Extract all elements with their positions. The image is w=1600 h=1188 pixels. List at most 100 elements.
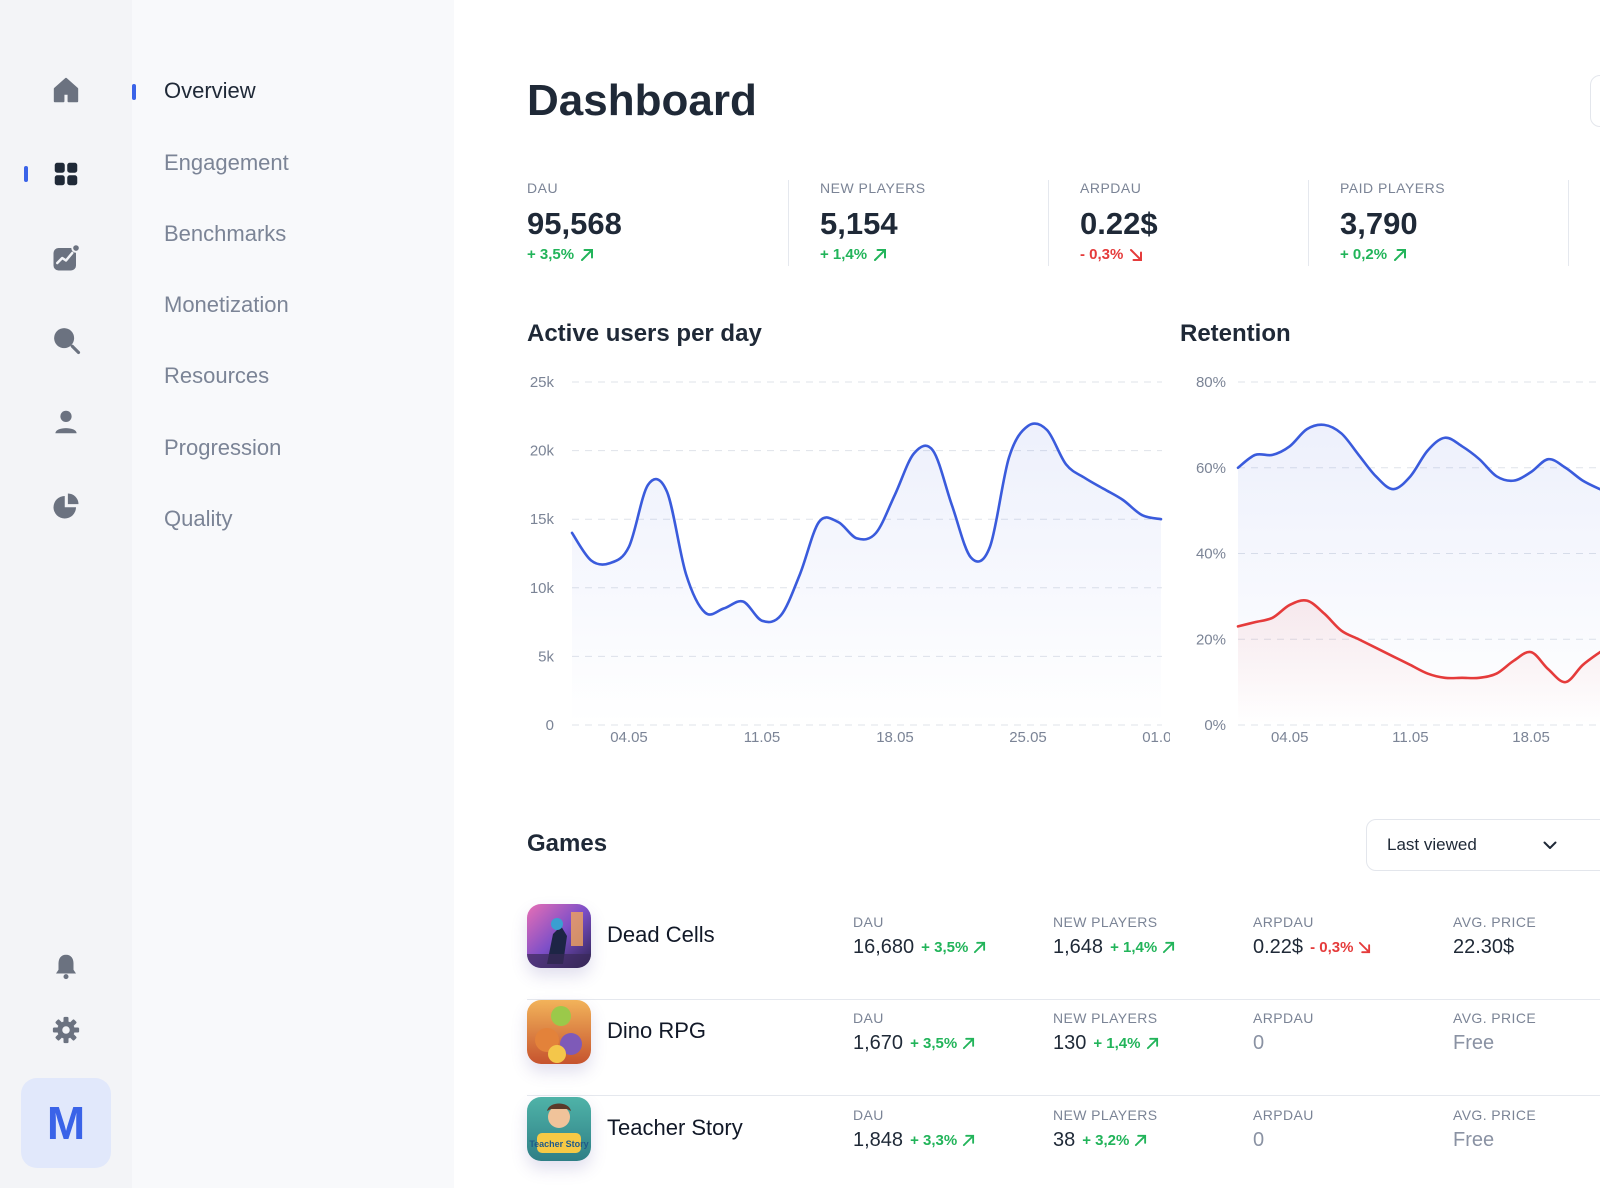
kpi-value: 3,790 bbox=[1340, 206, 1418, 241]
kpi-delta: + 1,4% bbox=[820, 246, 926, 263]
metric-delta: - 0,3% bbox=[1310, 939, 1371, 956]
game-row-dead-cells[interactable]: Dead Cells DAU 16,680 + 3,5% NEW PLAYERS… bbox=[527, 904, 1600, 1000]
metric-label: DAU bbox=[853, 1010, 884, 1026]
y-tick-label: 0 bbox=[546, 717, 554, 734]
chevron-down-icon bbox=[1543, 841, 1557, 849]
x-tick-label: 04.05 bbox=[1271, 729, 1309, 746]
kpi-delta: + 0,2% bbox=[1340, 246, 1445, 263]
series-area bbox=[572, 423, 1161, 725]
metric-value: 130 bbox=[1053, 1032, 1087, 1054]
subnav-item-resources[interactable]: Resources bbox=[164, 363, 270, 388]
arrow-up-right-icon bbox=[974, 941, 986, 954]
game-row-teacher-story[interactable]: Teacher Story Teacher Story DAU 1,848 + … bbox=[527, 1097, 1600, 1188]
avatar-letter: M bbox=[46, 1097, 86, 1149]
game-dau: DAU 1,848 + 3,3% bbox=[853, 1107, 975, 1152]
arrow-up-right-icon bbox=[1394, 248, 1407, 261]
game-new-players: NEW PLAYERS 1,648 + 1,4% bbox=[1053, 914, 1175, 959]
y-tick-label: 60% bbox=[1196, 460, 1226, 477]
retention-chart: 0% 20% 40% 60% 80% 04.05 11.05 18.05 bbox=[1196, 374, 1600, 746]
series-line bbox=[1236, 423, 1600, 491]
header-action-button[interactable] bbox=[1590, 75, 1600, 127]
metric-label: DAU bbox=[853, 914, 884, 930]
metric-delta: + 1,4% bbox=[1110, 939, 1175, 956]
series-line bbox=[570, 422, 1163, 624]
x-tick-label: 18.05 bbox=[1512, 729, 1550, 746]
game-avg-price: AVG. PRICE Free bbox=[1453, 1010, 1536, 1055]
metric-label: AVG. PRICE bbox=[1453, 914, 1537, 930]
row-divider bbox=[527, 999, 1600, 1000]
gear-icon[interactable] bbox=[48, 1012, 84, 1048]
rail-active-indicator bbox=[24, 166, 28, 182]
game-new-players: NEW PLAYERS 38 + 3,2% bbox=[1053, 1107, 1158, 1152]
y-tick-label: 5k bbox=[538, 648, 554, 665]
arrow-up-right-icon bbox=[963, 1037, 975, 1050]
kpi-label: NEW PLAYERS bbox=[820, 180, 926, 196]
metric-value: 1,670 bbox=[853, 1032, 904, 1054]
game-name: Teacher Story bbox=[607, 1115, 743, 1140]
metric-delta: + 3,3% bbox=[910, 1132, 975, 1149]
subnav-active-indicator bbox=[132, 84, 136, 100]
x-tick-label: 04.05 bbox=[610, 729, 648, 746]
arrow-up-right-icon bbox=[1135, 1134, 1147, 1147]
game-name: Dino RPG bbox=[607, 1018, 707, 1043]
kpi-value: 95,568 bbox=[527, 206, 622, 241]
metric-value: Free bbox=[1453, 1032, 1495, 1054]
y-tick-label: 20k bbox=[530, 443, 555, 460]
metric-value: 0 bbox=[1253, 1032, 1265, 1054]
game-arpdau: ARPDAU 0.22$ - 0,3% bbox=[1253, 914, 1371, 959]
teacher-story-game-icon: Teacher Story bbox=[527, 1097, 591, 1161]
games-sort-value: Last viewed bbox=[1387, 835, 1477, 854]
y-tick-label: 20% bbox=[1196, 631, 1226, 648]
kpi-divider bbox=[1568, 180, 1569, 266]
game-row-dino-rpg[interactable]: Dino RPG DAU 1,670 + 3,5% NEW PLAYERS 13… bbox=[527, 1000, 1600, 1096]
x-tick-label: 01.06 bbox=[1142, 729, 1170, 746]
search-icon[interactable] bbox=[48, 322, 84, 358]
metric-value: 16,680 bbox=[853, 936, 915, 958]
kpi-label: ARPDAU bbox=[1080, 180, 1142, 196]
kpi-arpdau: ARPDAU 0.22$ - 0,3% bbox=[1080, 180, 1158, 263]
x-tick-label: 25.05 bbox=[1009, 729, 1047, 746]
subnav-item-quality[interactable]: Quality bbox=[164, 506, 233, 531]
bell-icon[interactable] bbox=[48, 948, 84, 984]
metric-value: 0 bbox=[1253, 1129, 1265, 1151]
kpi-divider bbox=[1048, 180, 1049, 266]
game-arpdau: ARPDAU 0 bbox=[1253, 1107, 1314, 1152]
y-tick-label: 10k bbox=[530, 580, 555, 597]
kpi-divider bbox=[1308, 180, 1309, 266]
games-sort-select[interactable]: Last viewed bbox=[1366, 819, 1600, 871]
subnav-item-overview[interactable]: Overview bbox=[164, 78, 256, 103]
subnav-item-engagement[interactable]: Engagement bbox=[164, 150, 289, 175]
arrow-up-right-icon bbox=[874, 248, 887, 261]
kpi-delta: + 3,5% bbox=[527, 246, 622, 263]
subnav-item-benchmarks[interactable]: Benchmarks bbox=[164, 221, 287, 246]
active-users-chart: 0 5k 10k 15k 20k 25k 04.05 11.05 18.05 25.05 01.06 bbox=[530, 374, 1170, 746]
y-tick-label: 15k bbox=[530, 511, 555, 528]
metric-label: NEW PLAYERS bbox=[1053, 1107, 1158, 1123]
kpi-new-players: NEW PLAYERS 5,154 + 1,4% bbox=[820, 180, 926, 263]
metric-label: ARPDAU bbox=[1253, 1107, 1314, 1123]
metric-label: NEW PLAYERS bbox=[1053, 1010, 1158, 1026]
metric-label: AVG. PRICE bbox=[1453, 1010, 1537, 1026]
subnav-item-monetization[interactable]: Monetization bbox=[164, 292, 289, 317]
dead-cells-game-icon bbox=[527, 904, 591, 968]
home-icon[interactable] bbox=[48, 72, 84, 108]
user-avatar[interactable]: M bbox=[21, 1078, 111, 1168]
game-avg-price: AVG. PRICE 22.30$ bbox=[1453, 914, 1536, 959]
kpi-delta: - 0,3% bbox=[1080, 246, 1158, 263]
pie-chart-icon[interactable] bbox=[48, 488, 84, 524]
dino-rpg-game-icon bbox=[527, 1000, 591, 1064]
kpi-label: DAU bbox=[527, 180, 559, 196]
game-name: Dead Cells bbox=[607, 922, 715, 947]
user-icon[interactable] bbox=[48, 404, 84, 440]
metric-label: DAU bbox=[853, 1107, 884, 1123]
subnav-item-progression[interactable]: Progression bbox=[164, 435, 282, 460]
grid-icon[interactable] bbox=[48, 156, 84, 192]
metric-value: 1,648 bbox=[1053, 936, 1104, 958]
chart-icon[interactable] bbox=[48, 240, 84, 276]
retention-chart-title: Retention bbox=[1180, 320, 1291, 347]
x-tick-label: 11.05 bbox=[1392, 729, 1428, 746]
metric-value: 1,848 bbox=[853, 1129, 904, 1151]
game-arpdau: ARPDAU 0 bbox=[1253, 1010, 1314, 1055]
metric-delta: + 3,2% bbox=[1082, 1132, 1147, 1149]
arrow-down-right-icon bbox=[1359, 941, 1371, 954]
